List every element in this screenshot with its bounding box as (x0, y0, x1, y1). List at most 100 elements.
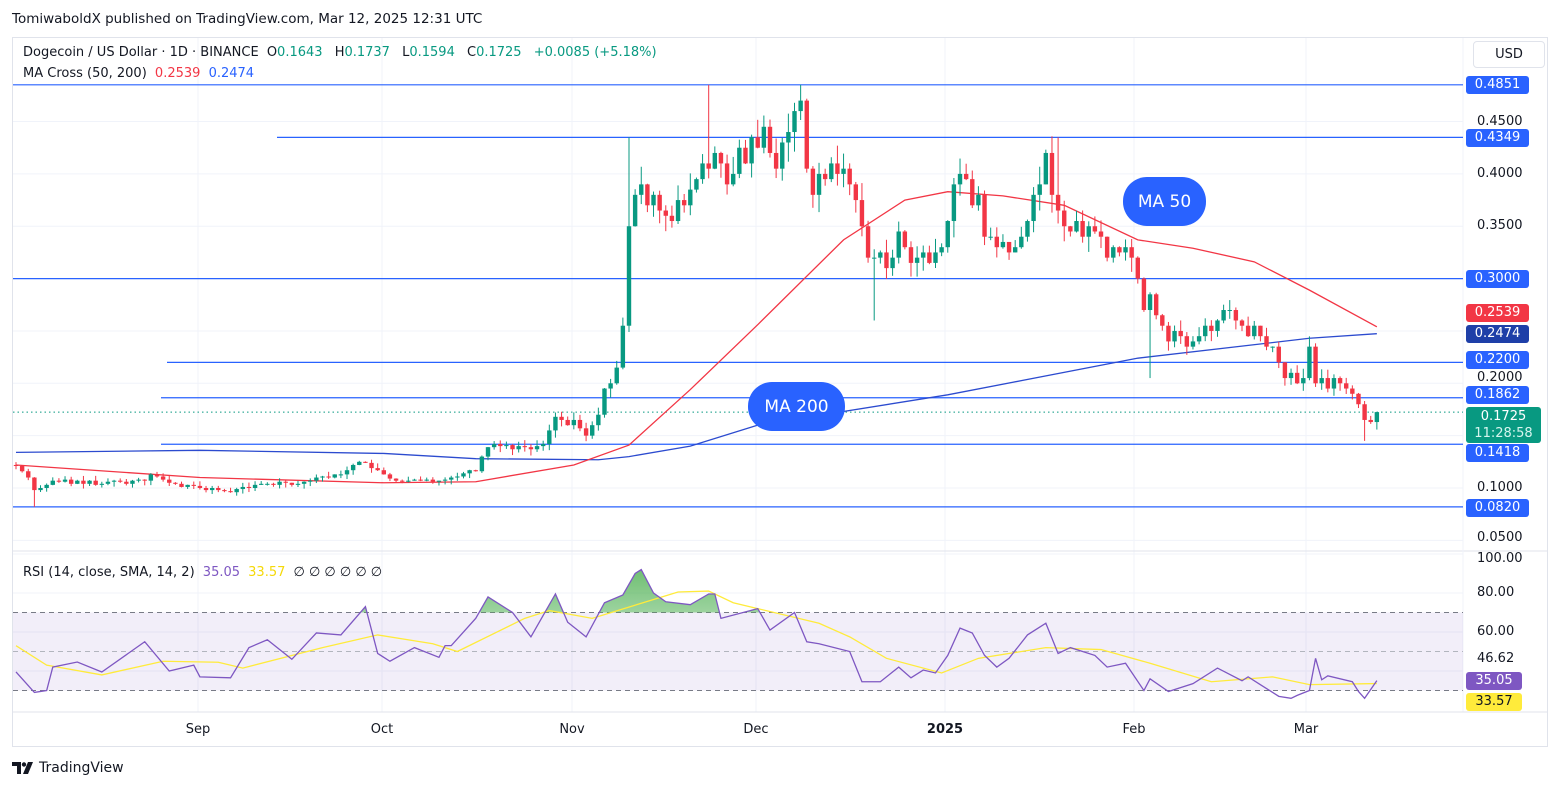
candle-body (908, 247, 914, 263)
price-axis-label: 0.2000 (1477, 369, 1523, 385)
candle (994, 227, 999, 258)
candle-body (32, 477, 37, 491)
candle (700, 154, 705, 184)
candle-body (105, 481, 111, 484)
candle (179, 481, 184, 488)
currency-button[interactable]: USD (1473, 41, 1545, 68)
open-value: 0.1643 (277, 45, 323, 60)
candle (583, 422, 589, 442)
candle-body (1062, 210, 1067, 227)
candle (26, 468, 31, 481)
rsi-axis-label: 80.00 (1477, 585, 1515, 600)
candle (130, 479, 135, 488)
candle-body (393, 478, 399, 481)
candle-body (982, 194, 987, 237)
candle-body (375, 468, 380, 471)
ma200-annotation[interactable]: MA 200 (748, 382, 845, 431)
ma200-price-tag: 0.2474 (1466, 325, 1529, 343)
candle-body (240, 486, 246, 490)
candle (681, 193, 687, 213)
candle-body (743, 147, 748, 164)
ma50-annotation[interactable]: MA 50 (1123, 177, 1206, 226)
candle (1337, 376, 1343, 391)
candle (504, 441, 509, 449)
candle-body (884, 252, 889, 269)
candle-body (540, 444, 546, 447)
candle (38, 485, 43, 492)
candle-body (1123, 247, 1128, 253)
bar-countdown: 11:28:58 (1474, 426, 1533, 441)
candle-body (93, 480, 98, 485)
candle (1135, 256, 1140, 284)
candle (68, 476, 74, 487)
candle (620, 317, 626, 370)
high-label: H (334, 45, 345, 60)
candle-body (185, 484, 190, 487)
candle-body (344, 470, 350, 475)
candle-body (1068, 226, 1073, 232)
candle (510, 444, 515, 456)
candle (259, 481, 264, 485)
candle (1294, 365, 1300, 385)
candle-body (626, 226, 632, 326)
candle-body (1135, 257, 1140, 279)
candle (50, 477, 55, 486)
ma200-value: 0.2474 (208, 66, 255, 81)
candle-body (1160, 315, 1165, 326)
level-tag: 0.1862 (1466, 386, 1529, 404)
candle (1172, 325, 1177, 348)
candle (1074, 210, 1079, 233)
candle (320, 475, 325, 482)
tradingview-logo[interactable]: TradingView (12, 760, 124, 776)
candle-body (632, 194, 638, 227)
candle-body (38, 488, 43, 491)
candle (271, 482, 276, 487)
candle (1129, 238, 1134, 272)
candle (651, 191, 656, 217)
candle-body (381, 470, 386, 475)
candle (559, 411, 564, 427)
candle-body (865, 226, 871, 258)
candle (1166, 321, 1171, 351)
candle-body (332, 474, 337, 478)
candle-body (491, 444, 497, 448)
close-label: C (467, 45, 477, 60)
ma50-price-tag: 0.2539 (1466, 304, 1529, 322)
candle-body (516, 446, 521, 450)
candle (265, 482, 270, 486)
candle-body (1319, 378, 1324, 384)
candle (927, 245, 932, 265)
candle-body (479, 456, 485, 472)
candle (694, 177, 699, 193)
candle (1123, 239, 1128, 261)
candle-body (1350, 388, 1355, 394)
candle-body (295, 483, 301, 485)
candle-body (1276, 346, 1281, 363)
symbol-title[interactable]: Dogecoin / US Dollar · 1D · BINANCE (23, 45, 259, 60)
candle-body (847, 168, 852, 185)
ma-title[interactable]: MA Cross (50, 200) (23, 66, 147, 81)
candle (663, 205, 668, 232)
candle-body (1111, 247, 1116, 258)
candle (853, 181, 859, 213)
candle-body (1055, 194, 1061, 211)
candle (185, 484, 190, 489)
logo-text: TradingView (39, 760, 124, 776)
candle (418, 476, 423, 482)
candle (1006, 241, 1012, 260)
rsi-axis-label: 60.00 (1477, 624, 1515, 639)
candle-body (467, 470, 472, 474)
price-axis-label: 0.1000 (1477, 480, 1523, 495)
candle-body (136, 479, 141, 481)
candle-body (737, 147, 742, 174)
open-label: O (266, 45, 278, 60)
candle (246, 482, 252, 493)
candle-body (773, 152, 779, 169)
candle-body (412, 479, 417, 481)
candle-body (798, 100, 803, 112)
last-price: 0.1725 (1480, 409, 1527, 424)
rsi-title[interactable]: RSI (14, close, SMA, 14, 2) (23, 565, 195, 580)
candle (1374, 412, 1380, 430)
candle-body (706, 163, 711, 169)
